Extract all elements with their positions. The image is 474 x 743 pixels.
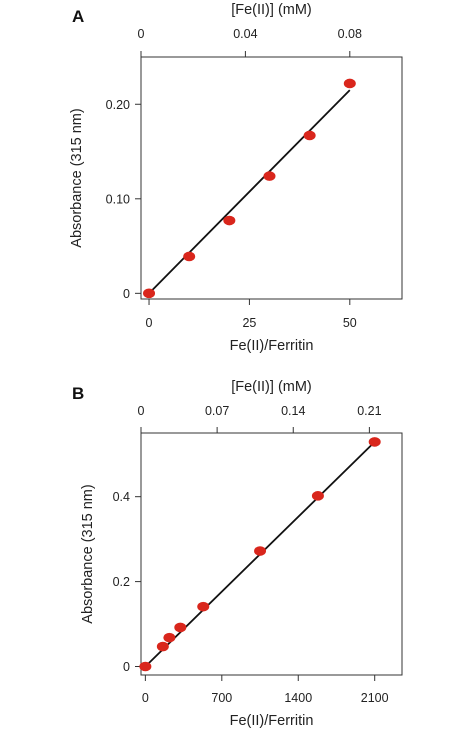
data-point [263, 171, 276, 181]
data-point [174, 622, 187, 633]
top-axis-tick-label: 0 [138, 404, 145, 418]
y-axis-title: Absorbance (315 nm) [69, 108, 85, 247]
data-point [183, 251, 196, 262]
chart-panel-A: A [Fe(II)] (mM) 0 0.04 0.08 0 25 50 Fe(II)/Ferri… [69, 2, 403, 354]
x-axis-tick-label: 1400 [284, 691, 312, 705]
x-axis-tick-label: 0 [142, 691, 149, 705]
x-axis-tick-label: 50 [343, 316, 357, 330]
top-axis-tick-label: 0.14 [281, 404, 305, 418]
x-axis-tick-label: 2100 [361, 691, 389, 705]
data-point [254, 546, 267, 556]
data-point [163, 632, 176, 643]
y-axis-tick-label: 0.10 [106, 192, 130, 206]
x-axis-tick-label: 0 [146, 316, 153, 330]
top-axis-tick-label: 0.08 [338, 27, 362, 41]
top-axis-tick-label: 0.04 [233, 27, 257, 41]
x-axis-title: Fe(II)/Ferritin [230, 338, 314, 354]
data-point [139, 661, 152, 672]
data-point [223, 215, 236, 226]
y-axis-tick-label: 0.2 [113, 575, 130, 589]
data-point [343, 78, 356, 89]
x-axis-tick-label: 25 [242, 316, 256, 330]
y-axis-tick-label: 0 [123, 660, 130, 674]
y-axis-title: Absorbance (315 nm) [80, 484, 96, 623]
x-axis-tick-label: 700 [211, 691, 232, 705]
y-axis-tick-label: 0.4 [113, 490, 130, 504]
panel-label: B [72, 384, 84, 403]
data-point [311, 491, 324, 501]
fit-line [148, 89, 351, 294]
data-point [197, 601, 210, 612]
panel-label: A [72, 7, 84, 26]
top-axis-tick-label: 0 [138, 27, 145, 41]
y-axis-tick-label: 0.20 [106, 98, 130, 112]
x-axis-title: Fe(II)/Ferritin [230, 713, 314, 729]
data-point [368, 437, 381, 447]
plot-frame [140, 56, 403, 300]
top-axis-tick-label: 0.21 [357, 404, 381, 418]
y-axis-tick-label: 0 [123, 287, 130, 301]
plot-frame [140, 432, 403, 676]
top-axis-title: [Fe(II)] (mM) [231, 379, 312, 395]
chart-panel-B: B [Fe(II)] (mM) 0 0.07 0.14 0.21 0 700 1400 2100 F… [72, 379, 403, 729]
data-point [303, 130, 316, 141]
top-axis-tick-label: 0.07 [205, 404, 229, 418]
top-axis-title: [Fe(II)] (mM) [231, 2, 312, 18]
data-point [143, 288, 156, 299]
data-point [156, 641, 169, 652]
